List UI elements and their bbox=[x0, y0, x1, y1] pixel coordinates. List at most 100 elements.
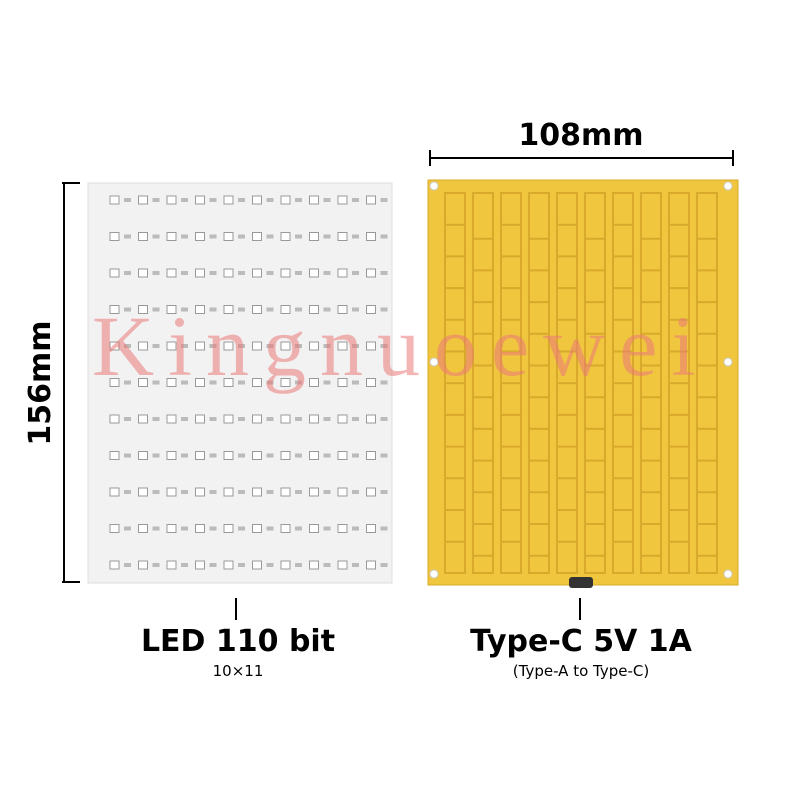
resistor bbox=[352, 453, 359, 458]
resistor bbox=[124, 526, 131, 531]
resistor bbox=[323, 453, 331, 458]
led bbox=[309, 341, 319, 351]
led-grid bbox=[109, 195, 388, 570]
resistor bbox=[238, 526, 245, 531]
resistor bbox=[209, 526, 217, 531]
trace-channel bbox=[472, 192, 494, 574]
led bbox=[252, 524, 262, 533]
led bbox=[223, 487, 234, 497]
led bbox=[252, 268, 262, 278]
resistor bbox=[323, 271, 331, 275]
resistor bbox=[380, 490, 388, 494]
dimension-lines bbox=[62, 150, 734, 620]
resistor bbox=[295, 526, 302, 531]
width-label: 108mm bbox=[518, 118, 643, 153]
resistor bbox=[295, 417, 302, 421]
led bbox=[366, 378, 376, 387]
led bbox=[223, 305, 234, 314]
resistor bbox=[181, 307, 188, 312]
resistor bbox=[209, 234, 217, 239]
resistor bbox=[380, 271, 388, 275]
resistor bbox=[266, 234, 274, 239]
resistor bbox=[238, 307, 245, 312]
resistor bbox=[181, 526, 188, 531]
resistor bbox=[266, 307, 274, 312]
led bbox=[337, 451, 348, 460]
led bbox=[280, 524, 291, 533]
right-title: Type-C 5V 1A bbox=[470, 624, 693, 659]
resistor bbox=[209, 563, 217, 567]
led bbox=[195, 195, 205, 205]
resistor bbox=[152, 380, 160, 385]
led bbox=[166, 451, 177, 460]
led bbox=[223, 268, 234, 278]
led bbox=[280, 195, 291, 205]
led bbox=[252, 305, 262, 314]
resistor bbox=[181, 380, 188, 385]
led bbox=[223, 341, 234, 351]
resistor bbox=[380, 198, 388, 202]
resistor bbox=[352, 380, 359, 385]
led bbox=[138, 451, 148, 460]
led bbox=[366, 305, 376, 314]
trace-channel bbox=[696, 192, 718, 574]
led bbox=[109, 232, 120, 241]
resistor bbox=[181, 198, 188, 202]
led bbox=[195, 232, 205, 241]
resistor bbox=[323, 490, 331, 494]
resistor bbox=[352, 307, 359, 312]
led bbox=[138, 232, 148, 241]
resistor bbox=[238, 563, 245, 567]
led bbox=[109, 487, 120, 497]
led bbox=[337, 524, 348, 533]
resistor bbox=[181, 490, 188, 494]
led bbox=[223, 195, 234, 205]
led bbox=[109, 451, 120, 460]
led bbox=[109, 560, 120, 570]
led bbox=[109, 414, 120, 424]
led bbox=[252, 378, 262, 387]
led bbox=[337, 232, 348, 241]
resistor bbox=[352, 490, 359, 494]
resistor bbox=[266, 380, 274, 385]
led bbox=[138, 268, 148, 278]
resistor bbox=[323, 307, 331, 312]
height-label: 156mm bbox=[23, 320, 58, 445]
led bbox=[337, 560, 348, 570]
resistor bbox=[323, 198, 331, 202]
resistor bbox=[238, 198, 245, 202]
led bbox=[138, 195, 148, 205]
resistor bbox=[124, 307, 131, 312]
led bbox=[280, 232, 291, 241]
led bbox=[195, 560, 205, 570]
led bbox=[166, 305, 177, 314]
led bbox=[109, 195, 120, 205]
mount-hole bbox=[429, 181, 439, 191]
led bbox=[109, 378, 120, 387]
resistor bbox=[152, 234, 160, 239]
led bbox=[337, 414, 348, 424]
resistor bbox=[295, 490, 302, 494]
led bbox=[166, 268, 177, 278]
resistor bbox=[238, 344, 245, 348]
led bbox=[195, 451, 205, 460]
resistor bbox=[181, 344, 188, 348]
led bbox=[223, 524, 234, 533]
led bbox=[366, 232, 376, 241]
led bbox=[223, 378, 234, 387]
usb-c-port bbox=[569, 577, 593, 588]
trace-channel bbox=[584, 192, 606, 574]
led bbox=[252, 232, 262, 241]
led bbox=[366, 268, 376, 278]
resistor bbox=[323, 417, 331, 421]
resistor bbox=[209, 344, 217, 348]
mount-hole bbox=[723, 357, 733, 367]
led bbox=[138, 341, 148, 351]
resistor bbox=[209, 453, 217, 458]
resistor bbox=[352, 417, 359, 421]
resistor bbox=[152, 198, 160, 202]
led bbox=[337, 305, 348, 314]
resistor bbox=[266, 417, 274, 421]
resistor bbox=[124, 563, 131, 567]
resistor bbox=[266, 526, 274, 531]
